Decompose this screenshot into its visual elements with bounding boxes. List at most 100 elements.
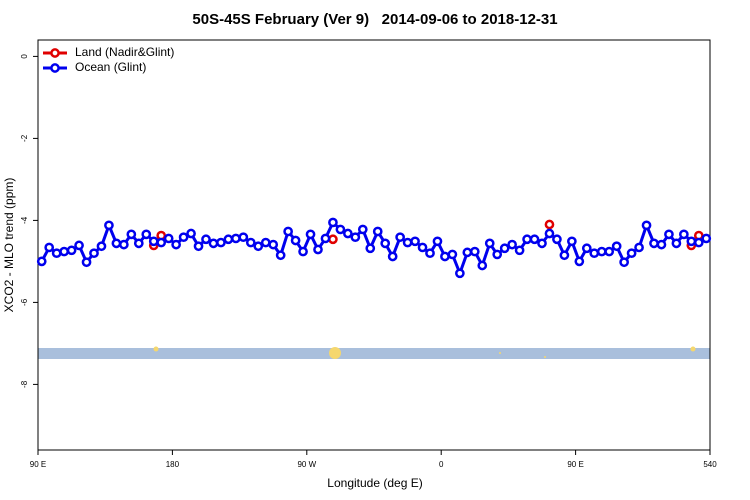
chart-title: 50S-45S February (Ver 9) 2014-09-06 to 2…	[192, 11, 557, 28]
series-point	[410, 236, 420, 247]
series-point	[290, 235, 301, 246]
y-axis-label: XCO2 - MLO trend (ppm)	[2, 178, 16, 313]
series-point	[313, 244, 323, 255]
series-point	[574, 256, 585, 267]
series-point	[283, 226, 293, 237]
legend-marker	[50, 48, 60, 58]
land-spot	[544, 356, 546, 358]
surface-strip	[38, 346, 710, 359]
series-point	[372, 226, 383, 237]
y-tick-label: -2	[20, 134, 29, 142]
series-point	[455, 268, 465, 279]
series-point	[693, 237, 704, 248]
series-point	[275, 250, 286, 261]
land-spot	[499, 352, 501, 354]
series-point	[350, 232, 361, 243]
series-point	[156, 237, 167, 248]
series-point	[641, 220, 652, 231]
plot-frame	[37, 39, 711, 451]
series-point	[440, 251, 450, 262]
series-point	[51, 248, 62, 259]
series-point	[328, 234, 338, 245]
series-point	[499, 243, 510, 254]
series-point	[544, 219, 555, 230]
series-point	[477, 260, 488, 271]
series-point	[402, 237, 413, 248]
series-point	[656, 239, 667, 250]
y-tick-label: 0	[20, 54, 29, 59]
series-point	[634, 242, 644, 253]
series-point	[365, 243, 376, 254]
x-axis-label: Longitude (deg E)	[327, 476, 422, 490]
legend-label: Land (Nadir&Glint)	[75, 45, 174, 59]
series-point	[335, 224, 346, 235]
y-tick-label: -4	[20, 216, 29, 224]
y-tick-label: -8	[20, 380, 29, 388]
series-point	[119, 239, 129, 250]
x-tick-label: 540	[703, 460, 717, 469]
series-point	[111, 238, 122, 249]
land-spot	[153, 346, 159, 352]
series-point	[66, 245, 77, 256]
series-point	[171, 239, 181, 250]
series-point	[492, 249, 503, 260]
series-point	[462, 247, 473, 258]
y-tick-label: -6	[20, 298, 29, 306]
series-point	[671, 238, 682, 249]
x-tick-label: 90 E	[567, 460, 583, 469]
series-point	[664, 229, 674, 240]
series-point	[343, 228, 353, 239]
series-point	[186, 228, 196, 239]
series-point	[148, 236, 159, 247]
series-point	[417, 242, 428, 253]
series-point	[89, 248, 99, 259]
series-point	[133, 238, 144, 249]
series-point	[425, 248, 435, 259]
series-point	[484, 238, 495, 249]
series-point	[59, 246, 69, 257]
series-point	[649, 238, 659, 249]
series-point	[163, 233, 174, 244]
series-point	[104, 220, 114, 231]
series-point	[201, 234, 211, 245]
series-point	[253, 241, 264, 252]
series-point	[298, 246, 308, 257]
series-point	[193, 241, 204, 252]
series-point	[514, 245, 525, 256]
series-point	[268, 239, 279, 250]
series-point	[679, 229, 689, 240]
series-point	[469, 246, 480, 257]
series-point	[567, 236, 577, 247]
series-point	[447, 249, 458, 260]
series-point	[216, 237, 226, 248]
legend-label: Ocean (Glint)	[75, 60, 146, 74]
x-tick-label: 180	[166, 460, 180, 469]
series-point	[81, 257, 92, 268]
series-point	[596, 246, 607, 257]
legend-marker	[50, 63, 60, 73]
series-point	[604, 246, 615, 257]
series-point	[559, 250, 570, 261]
series-point	[589, 248, 600, 259]
x-tick-label: 0	[439, 460, 444, 469]
series-point	[96, 241, 107, 252]
series-point	[611, 241, 622, 252]
series-point	[223, 234, 234, 245]
series-point	[320, 233, 331, 244]
series-point	[126, 229, 137, 240]
series-point	[36, 256, 47, 267]
land-spot	[690, 346, 696, 352]
series-point	[208, 238, 219, 249]
series-point	[328, 217, 338, 228]
x-tick-label: 90 W	[297, 460, 316, 469]
series-point	[507, 239, 517, 250]
x-tick-label: 90 E	[30, 460, 46, 469]
series-point	[395, 232, 405, 243]
series-point	[522, 234, 532, 245]
series-point	[581, 243, 592, 254]
series-point	[701, 233, 712, 244]
series-point	[537, 238, 547, 249]
series-point	[305, 229, 316, 240]
land-spot	[329, 347, 341, 359]
